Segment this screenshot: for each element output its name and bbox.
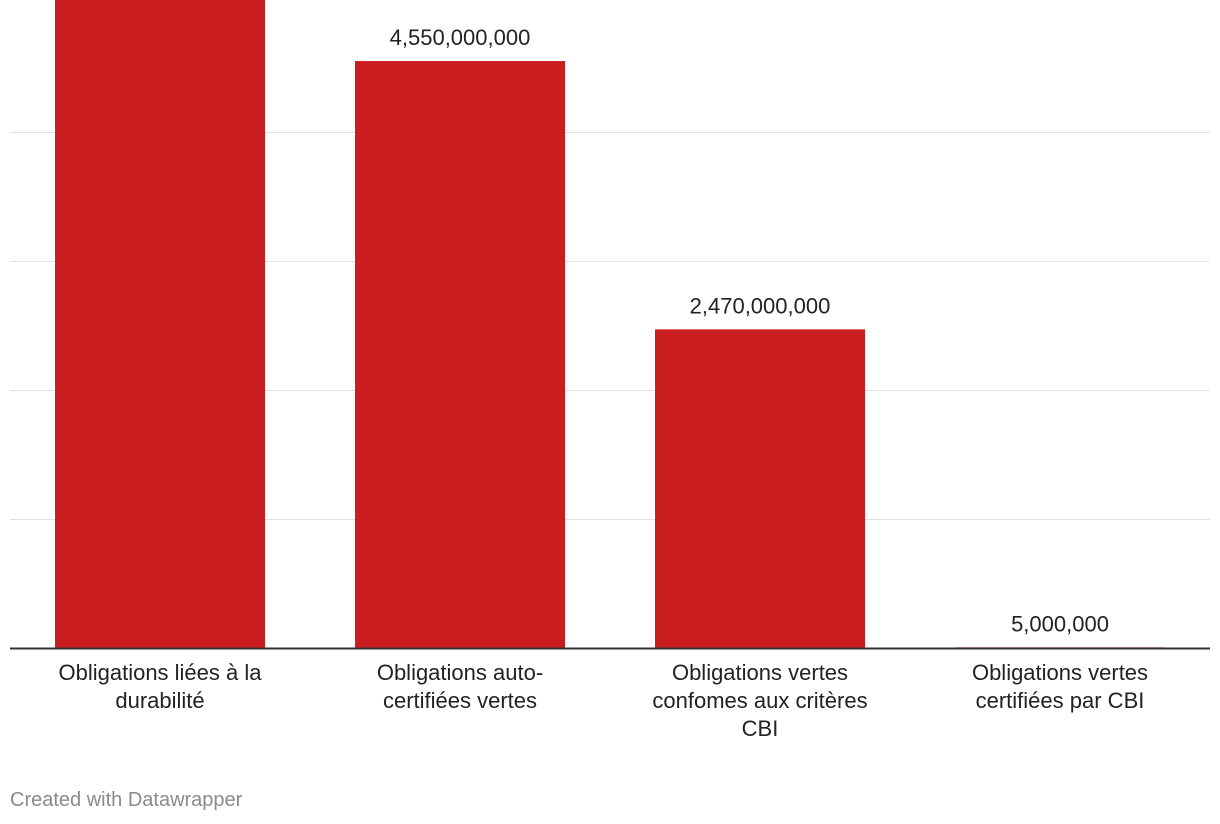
category-label: Obligations vertes: [972, 660, 1148, 685]
category-label: certifiées vertes: [383, 688, 537, 713]
category-label: durabilité: [115, 688, 204, 713]
category-label: Obligations liées à la: [58, 660, 262, 685]
category-label: confomes aux critères: [652, 688, 867, 713]
bar-value-label: 2,470,000,000: [690, 293, 831, 318]
bar: [355, 61, 565, 649]
bar: [55, 0, 265, 648]
bars: [55, 0, 1165, 649]
bar-value-label: 4,550,000,000: [390, 25, 531, 50]
category-label: Obligations vertes: [672, 660, 848, 685]
bar: [655, 329, 865, 648]
category-label: CBI: [742, 716, 779, 741]
category-label: certifiées par CBI: [976, 688, 1145, 713]
value-labels: 9,300,000,0004,550,000,0002,470,000,0005…: [390, 25, 1109, 636]
bar-value-label: 5,000,000: [1011, 611, 1109, 636]
category-label: Obligations auto-: [377, 660, 543, 685]
category-labels: Obligations liées à la durabilité Obligati…: [58, 660, 1148, 741]
credit-text: Created with Datawrapper: [10, 789, 243, 811]
